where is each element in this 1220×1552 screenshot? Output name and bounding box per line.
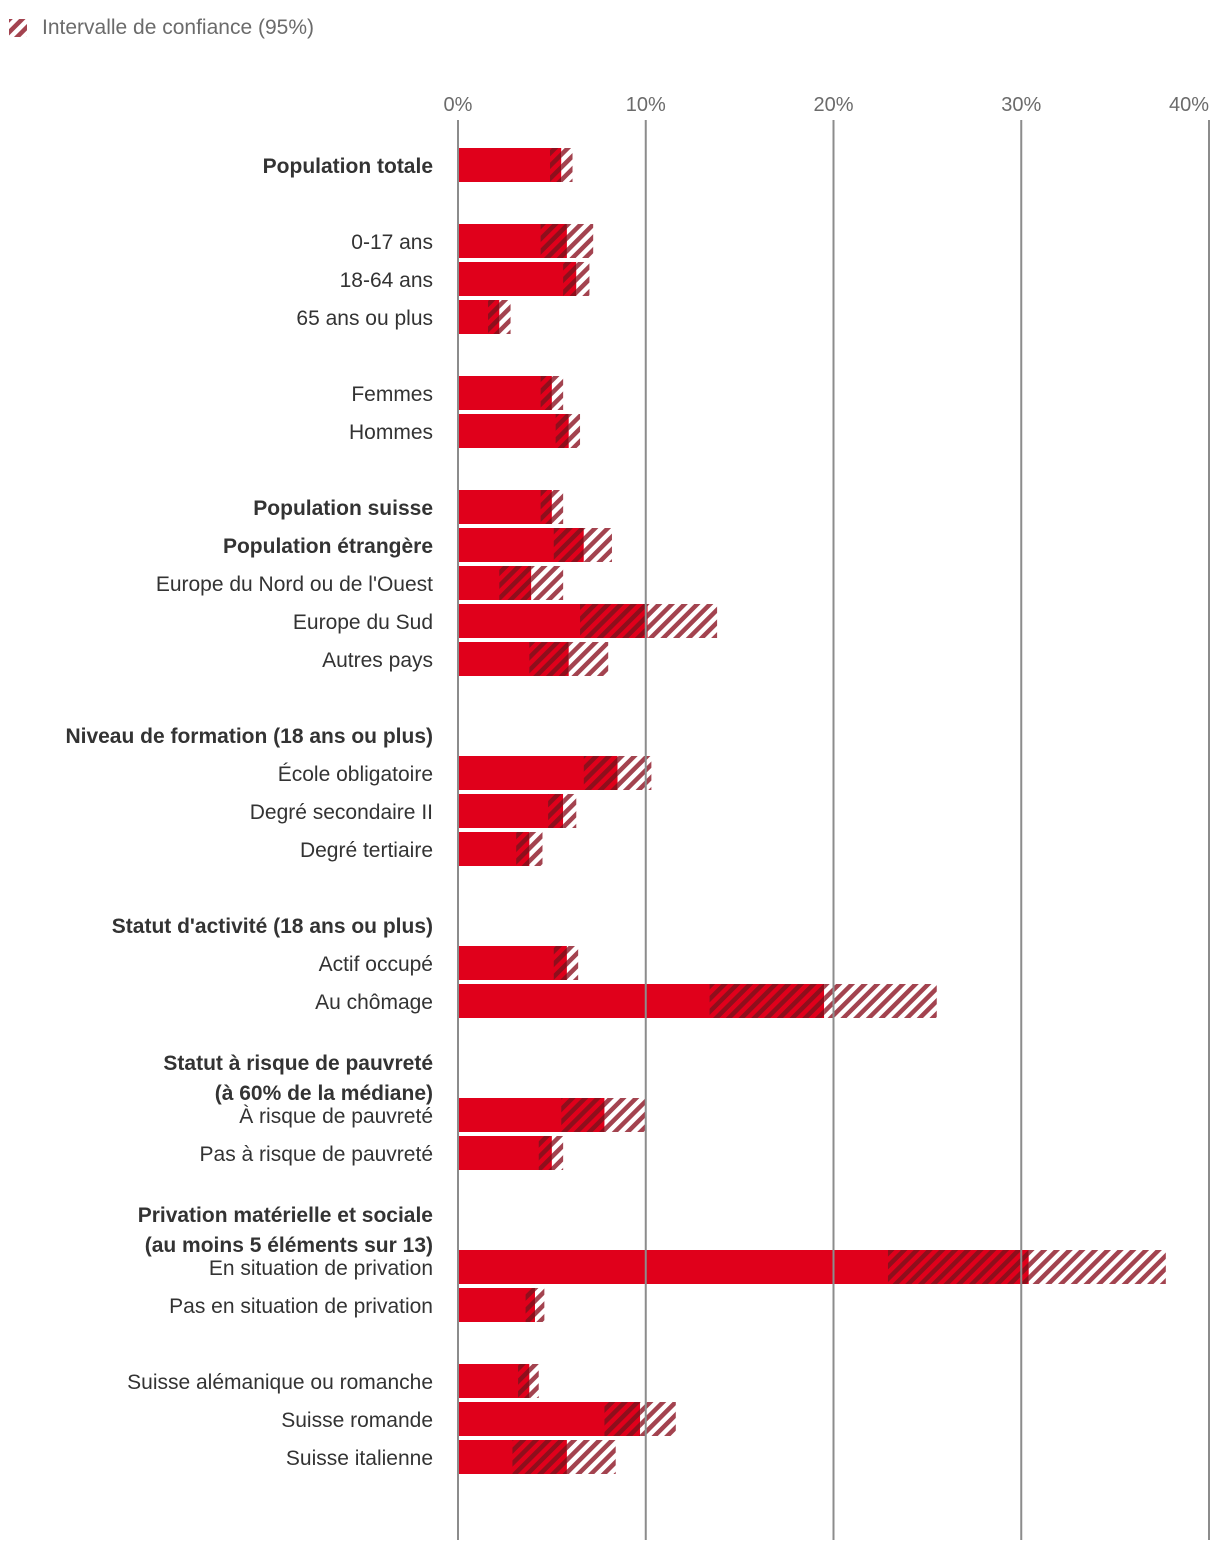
group-header-sublabel: (au moins 5 éléments sur 13) bbox=[145, 1234, 433, 1257]
ci-upper-segment bbox=[499, 300, 511, 334]
ci-upper-segment bbox=[551, 490, 564, 524]
x-tick-label: 10% bbox=[626, 94, 666, 116]
ci-upper-segment bbox=[563, 794, 577, 828]
x-tick-label: 20% bbox=[813, 94, 853, 116]
ci-lower-segment bbox=[709, 984, 825, 1018]
legend-label: Intervalle de confiance (95%) bbox=[42, 16, 314, 39]
ci-upper-segment bbox=[824, 984, 937, 1018]
row-label: Pas à risque de pauvreté bbox=[200, 1143, 433, 1166]
ci-upper-segment bbox=[647, 604, 718, 638]
ci-lower-segment bbox=[553, 946, 567, 980]
ci-lower-segment bbox=[553, 528, 584, 562]
group-header-label: Statut à risque de pauvreté bbox=[163, 1052, 433, 1075]
ci-upper-segment bbox=[566, 1440, 616, 1474]
ci-lower-segment bbox=[580, 604, 648, 638]
ci-lower-segment bbox=[529, 642, 569, 676]
group-header-label: Niveau de formation (18 ans ou plus) bbox=[65, 725, 433, 748]
ci-lower-segment bbox=[512, 1440, 567, 1474]
bar bbox=[458, 414, 569, 448]
row-label: Population totale bbox=[263, 155, 433, 178]
ci-lower-segment bbox=[540, 224, 567, 258]
ci-upper-segment bbox=[583, 528, 612, 562]
bar bbox=[458, 148, 562, 182]
row-label: Suisse alémanique ou romanche bbox=[127, 1371, 433, 1394]
ci-upper-segment bbox=[561, 148, 573, 182]
bar bbox=[458, 1364, 530, 1398]
bars bbox=[458, 148, 1166, 1474]
bar bbox=[458, 946, 567, 980]
ci-upper-segment bbox=[568, 642, 609, 676]
row-label: En situation de privation bbox=[209, 1257, 433, 1280]
group-header-label: Privation matérielle et sociale bbox=[138, 1204, 433, 1227]
row-label: À risque de pauvreté bbox=[239, 1105, 433, 1128]
ci-lower-segment bbox=[518, 1364, 530, 1398]
ci-upper-segment bbox=[604, 1098, 646, 1132]
x-tick-label: 40% bbox=[1169, 94, 1209, 116]
bar bbox=[458, 794, 564, 828]
ci-lower-segment bbox=[549, 148, 562, 182]
row-labels: Population totale 0-17 ans 18-64 ans 65 ans… bbox=[65, 155, 433, 1470]
ci-upper-segment bbox=[529, 832, 543, 866]
group-header-sublabel: (à 60% de la médiane) bbox=[215, 1082, 433, 1105]
row-label: Autres pays bbox=[322, 649, 433, 672]
ci-lower-segment bbox=[563, 262, 577, 296]
grid bbox=[457, 120, 1210, 1540]
ci-lower-segment bbox=[561, 1098, 605, 1132]
row-label: Femmes bbox=[351, 383, 433, 406]
ci-upper-segment bbox=[566, 224, 594, 258]
row-label: 18-64 ans bbox=[340, 269, 433, 292]
row-label: Actif occupé bbox=[319, 953, 433, 976]
ci-upper-segment bbox=[576, 262, 590, 296]
bar bbox=[458, 1288, 535, 1322]
ci-lower-segment bbox=[516, 832, 530, 866]
ci-lower-segment bbox=[887, 1250, 1029, 1284]
row-label: Europe du Nord ou de l'Ouest bbox=[156, 573, 433, 596]
bar bbox=[458, 490, 552, 524]
row-label: Europe du Sud bbox=[293, 611, 433, 634]
bar bbox=[458, 262, 577, 296]
ci-lower-segment bbox=[538, 1136, 552, 1170]
row-label: 0-17 ans bbox=[351, 231, 433, 254]
x-tick-label: 30% bbox=[1001, 94, 1041, 116]
ci-lower-segment bbox=[604, 1402, 641, 1436]
row-label: 65 ans ou plus bbox=[296, 307, 433, 330]
ci-lower-segment bbox=[540, 376, 552, 410]
row-label: Population étrangère bbox=[223, 535, 433, 558]
ci-upper-segment bbox=[551, 376, 564, 410]
ci-upper-segment bbox=[529, 1364, 539, 1398]
legend-hatch-swatch bbox=[9, 19, 27, 37]
ci-upper-segment bbox=[551, 1136, 564, 1170]
group-header-label: Statut d'activité (18 ans ou plus) bbox=[112, 915, 433, 938]
ci-lower-segment bbox=[555, 414, 569, 448]
row-label: Suisse italienne bbox=[286, 1447, 433, 1470]
ci-lower-segment bbox=[548, 794, 564, 828]
bar bbox=[458, 376, 552, 410]
row-label: École obligatoire bbox=[278, 763, 433, 786]
x-axis-ticks: 0% 10% 20% 30% 40% bbox=[444, 94, 1210, 116]
legend: Intervalle de confiance (95%) bbox=[9, 16, 314, 39]
row-label: Degré tertiaire bbox=[300, 839, 433, 862]
ci-lower-segment bbox=[525, 1288, 535, 1322]
row-label: Hommes bbox=[349, 421, 433, 444]
row-label: Au chômage bbox=[315, 991, 433, 1014]
ci-upper-segment bbox=[1028, 1250, 1166, 1284]
ci-lower-segment bbox=[499, 566, 532, 600]
ci-upper-segment bbox=[568, 414, 581, 448]
row-label: Pas en situation de privation bbox=[169, 1295, 433, 1318]
ci-lower-segment bbox=[583, 756, 618, 790]
ci-lower-segment bbox=[540, 490, 552, 524]
row-label: Population suisse bbox=[253, 497, 433, 520]
bar bbox=[458, 1136, 552, 1170]
ci-lower-segment bbox=[488, 300, 500, 334]
ci-upper-segment bbox=[531, 566, 564, 600]
row-label: Suisse romande bbox=[281, 1409, 433, 1432]
x-tick-label: 0% bbox=[444, 94, 473, 116]
ci-upper-segment bbox=[566, 946, 579, 980]
ci-upper-segment bbox=[534, 1288, 545, 1322]
row-label: Degré secondaire II bbox=[250, 801, 433, 824]
